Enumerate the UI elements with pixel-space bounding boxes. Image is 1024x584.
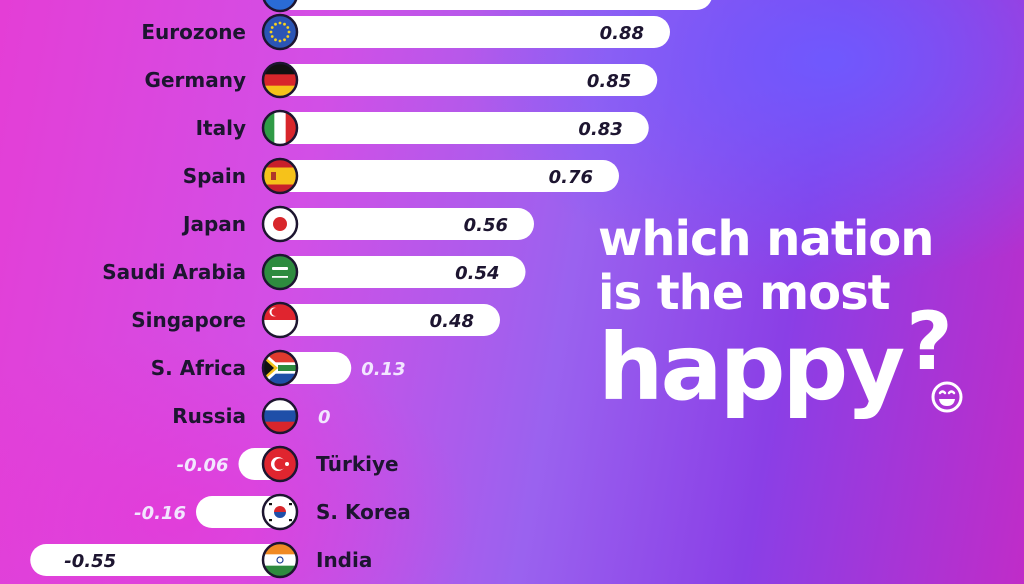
- row-spain: Spain 0.76: [183, 157, 619, 195]
- value-label: 0.48: [430, 311, 474, 332]
- chart-title: which nation is the most happy?: [598, 212, 1018, 416]
- country-label: Saudi Arabia: [102, 260, 246, 284]
- country-label: Eurozone: [141, 20, 246, 44]
- row-italy: Italy 0.83: [196, 109, 649, 147]
- title-line-1: which nation: [598, 211, 934, 267]
- value-label: 0.76: [549, 167, 593, 188]
- country-label: Japan: [181, 212, 246, 236]
- smiley-icon: [931, 381, 963, 413]
- clipped-flag-icon: [262, 0, 298, 13]
- country-label: Singapore: [131, 308, 246, 332]
- row-russia: Russia 0: [172, 397, 331, 435]
- country-label: Spain: [183, 164, 246, 188]
- title-line-2: is the most: [598, 265, 891, 321]
- value-label: 0.88: [600, 23, 644, 44]
- row-saudi-arabia: Saudi Arabia 0.54: [102, 253, 526, 291]
- title-question-mark: ?: [906, 295, 952, 388]
- row-eurozone: Eurozone 0.88: [141, 13, 670, 51]
- bar: [264, 256, 526, 288]
- country-label: India: [316, 548, 372, 572]
- value-label: 0.13: [361, 359, 405, 380]
- country-label: Germany: [145, 68, 246, 92]
- value-label: 0: [318, 407, 331, 428]
- value-label: 0.56: [464, 215, 508, 236]
- bar: [264, 64, 658, 96]
- title-line-3: happy?: [598, 295, 1018, 416]
- country-label: S. Korea: [316, 500, 411, 524]
- row-india: India -0.55: [30, 541, 372, 579]
- value-label: 0.83: [578, 119, 622, 140]
- bar: [264, 112, 649, 144]
- bar: [264, 16, 670, 48]
- country-label: Türkiye: [316, 452, 399, 476]
- title-happy: happy: [598, 314, 905, 421]
- value-label: 0.54: [455, 263, 499, 284]
- row-singapore: Singapore 0.48: [131, 301, 500, 339]
- value-label: 0.85: [587, 71, 631, 92]
- bar: [264, 208, 534, 240]
- bar: [264, 160, 619, 192]
- bar: [30, 544, 296, 576]
- bar: [264, 304, 500, 336]
- value-label: -0.55: [64, 551, 116, 572]
- row-s-korea: S. Korea -0.16: [134, 493, 411, 531]
- country-label: S. Africa: [151, 356, 246, 380]
- bar-clipped-top: [265, 0, 712, 10]
- row-s-africa: S. Africa 0.13: [151, 349, 406, 387]
- row-germany: Germany 0.85: [145, 61, 658, 99]
- country-label: Russia: [172, 404, 246, 428]
- row-t-rkiye: Türkiye -0.06: [177, 445, 399, 483]
- row-japan: Japan 0.56: [181, 205, 534, 243]
- value-label: -0.16: [134, 503, 186, 524]
- country-label: Italy: [196, 116, 246, 140]
- value-label: -0.06: [177, 455, 229, 476]
